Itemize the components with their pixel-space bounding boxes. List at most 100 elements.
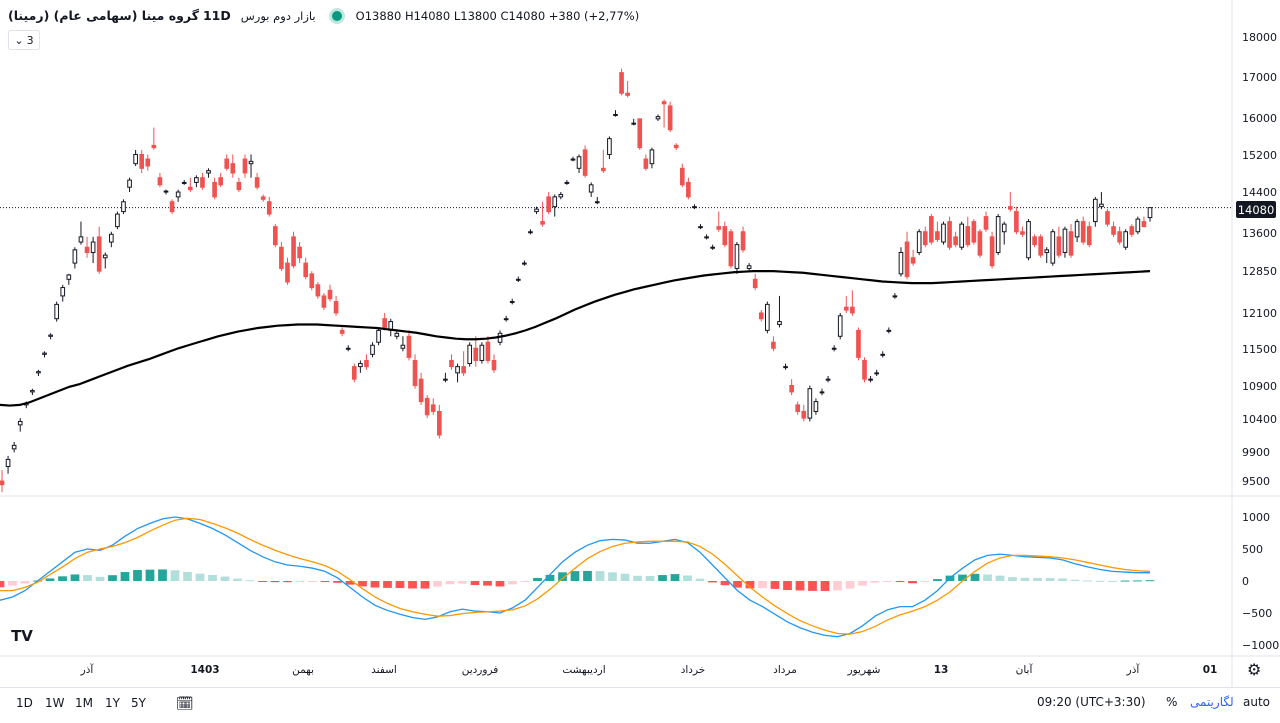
candle-body (175, 191, 181, 198)
macd-histogram-bar (8, 581, 17, 586)
candle-body (248, 160, 254, 165)
candle-body (96, 236, 102, 272)
candle (704, 234, 709, 240)
candle (765, 301, 770, 334)
candle (400, 336, 406, 352)
settings-gear-icon[interactable]: ⚙ (1247, 660, 1262, 679)
candle (752, 273, 758, 291)
candle-body (953, 236, 958, 246)
log-scale-toggle[interactable]: لگاریتمی (1190, 695, 1234, 709)
candle (230, 154, 236, 178)
candle (48, 333, 53, 340)
time-axis-label: اردیبهشت (562, 664, 605, 676)
candle (418, 372, 424, 405)
macd-histogram-bar (320, 581, 330, 582)
auto-scale-toggle[interactable]: auto (1243, 695, 1271, 709)
candle-body (673, 144, 679, 149)
candle-body (139, 153, 145, 169)
date-range-icon[interactable]: 🗓 (176, 696, 194, 712)
time-axis-label: شهریور (847, 664, 881, 676)
candle (406, 330, 412, 361)
candle (801, 404, 807, 422)
candle (922, 226, 928, 248)
candle-body (242, 158, 248, 174)
candle (0, 470, 5, 493)
tradingview-logo-icon[interactable]: TV (6, 622, 38, 650)
high-label: H (404, 8, 414, 23)
macd-histogram-bar (1058, 578, 1067, 581)
candle (771, 336, 776, 352)
candle-body (831, 347, 837, 350)
timeframe-label[interactable]: 11D (202, 8, 231, 23)
macd-histogram-bar (183, 571, 192, 581)
time-axis-label: 1403 (190, 664, 219, 676)
macd-histogram-bar (1083, 580, 1092, 582)
symbol-name[interactable]: (رمینا) گروه مینا (سهامی عام) (8, 8, 199, 23)
range-1m-button[interactable]: 1M (75, 696, 93, 710)
candle (558, 192, 564, 200)
candle (679, 163, 685, 188)
candle (746, 263, 752, 272)
range-5y-button[interactable]: 5Y (131, 696, 146, 710)
range-1y-button[interactable]: 1Y (105, 696, 120, 710)
candle (886, 327, 892, 334)
candle (1111, 221, 1116, 237)
candle (273, 224, 278, 248)
candle-body (1032, 236, 1037, 246)
candle (254, 172, 260, 190)
macd-histogram-bar (758, 581, 767, 589)
macd-histogram-bar (1108, 580, 1117, 582)
candle (224, 154, 230, 171)
macd-histogram-bar (308, 581, 317, 582)
time-axis-label: مرداد (773, 664, 797, 676)
candle (601, 149, 606, 173)
candle (825, 375, 831, 383)
candle-body (1111, 226, 1116, 235)
macd-histogram-bar (470, 581, 480, 586)
range-1w-button[interactable]: 1W (45, 696, 65, 710)
candle (789, 379, 794, 396)
macd-histogram-bar (933, 579, 942, 581)
macd-line (0, 516, 1150, 638)
candle-body (1099, 203, 1104, 208)
macd-histogram-bar (883, 581, 892, 582)
macd-histogram-bar (45, 578, 55, 581)
candle-body (734, 244, 740, 269)
candle-body (679, 167, 685, 186)
candle (364, 354, 369, 370)
candle-body (449, 359, 454, 368)
candle (546, 192, 551, 215)
candle-body (430, 404, 436, 412)
candle (163, 189, 169, 195)
candle (874, 369, 879, 376)
macd-histogram-bar (220, 576, 230, 581)
symbol-legend: (رمینا) گروه مینا (سهامی عام) 11D بازار … (8, 8, 647, 23)
candle-body (121, 201, 126, 213)
candle-body (1007, 206, 1013, 210)
macd-histogram-bar (345, 581, 355, 585)
candle (109, 231, 114, 248)
percent-toggle[interactable]: % (1166, 695, 1178, 709)
signal-line (0, 517, 1151, 635)
candle-body (260, 196, 266, 200)
price-axis-tick: 16000 (1242, 112, 1277, 125)
candle (382, 312, 387, 331)
timezone-label[interactable]: 09:20 (UTC+3:30) (1037, 695, 1146, 709)
candle-body (916, 231, 922, 253)
macd-histogram-bar (783, 581, 792, 591)
price-axis-tick: 11500 (1242, 343, 1277, 356)
candle-body (169, 201, 175, 213)
range-1d-button[interactable]: 1D (16, 696, 33, 710)
candle (947, 216, 952, 250)
candle (552, 194, 558, 217)
macd-histogram-bar (1095, 580, 1105, 582)
collapse-indicators-button[interactable]: ⌄ 3 (8, 30, 40, 50)
candle (722, 221, 728, 248)
low-label: L (453, 8, 461, 23)
last-price-label: 14080 (1236, 201, 1276, 218)
candle (637, 118, 643, 150)
candle (1099, 192, 1104, 210)
market-status-icon[interactable] (331, 10, 342, 21)
